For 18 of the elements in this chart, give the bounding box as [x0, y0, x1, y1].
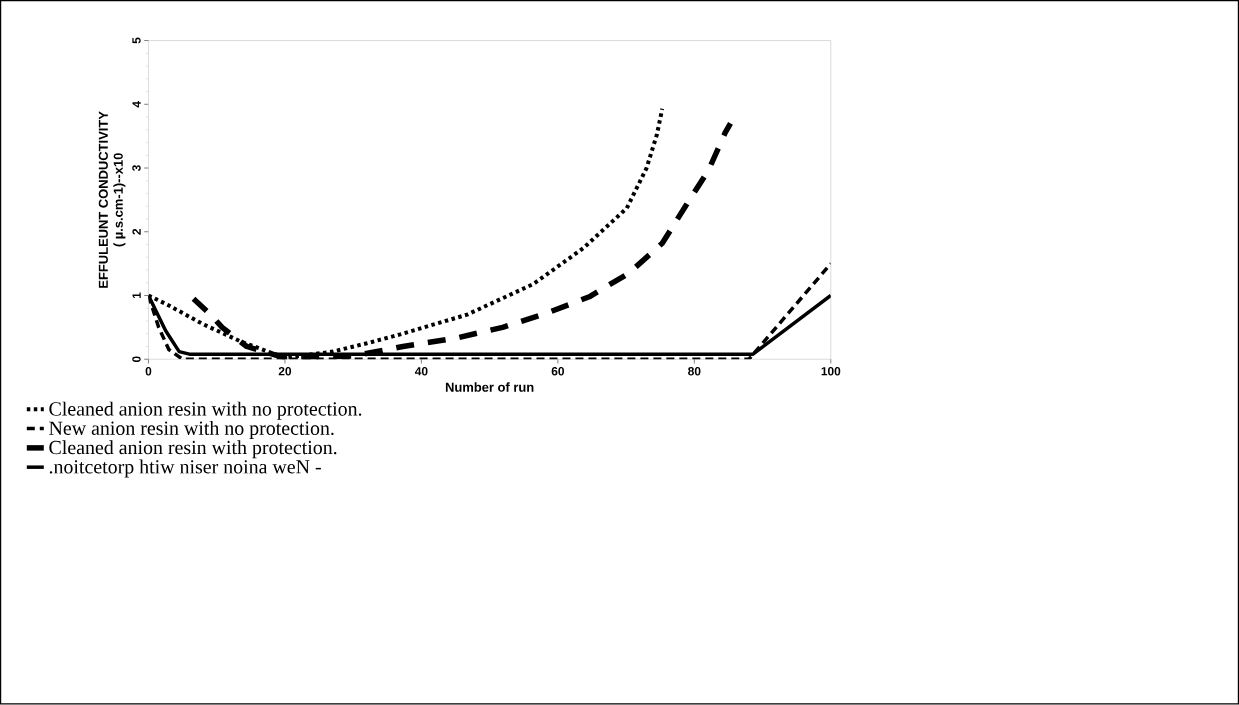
- x-tick-label: 60: [551, 367, 565, 376]
- y-tick-label: 2: [132, 229, 141, 235]
- legend-label: .noitcetorp htiw niser noina weN -: [49, 459, 321, 478]
- x-tick-label: 20: [278, 367, 292, 376]
- x-tick-label: 0: [145, 367, 152, 376]
- x-axis-title: Number of run: [445, 382, 534, 393]
- x-tick-label: 80: [688, 367, 701, 376]
- x-tick-label: 100: [821, 367, 841, 376]
- y-tick-label: 0: [132, 356, 141, 363]
- y-axis-title: EFFULEUNT CONDUCTIVITY ( µ.s.cm-1)--x10: [98, 111, 126, 289]
- y-tick-label: 5: [132, 37, 141, 44]
- y-tick-label: 1: [132, 292, 141, 299]
- legend-label: New anion resin with no protection.: [49, 421, 334, 440]
- x-tick-label: 40: [414, 367, 428, 376]
- legend-label: Cleaned anion resin with protection.: [49, 440, 337, 459]
- y-tick-label: 4: [132, 101, 141, 108]
- legend-label: Cleaned anion resin with no protection.: [49, 401, 362, 420]
- y-tick-label: 3: [132, 165, 141, 172]
